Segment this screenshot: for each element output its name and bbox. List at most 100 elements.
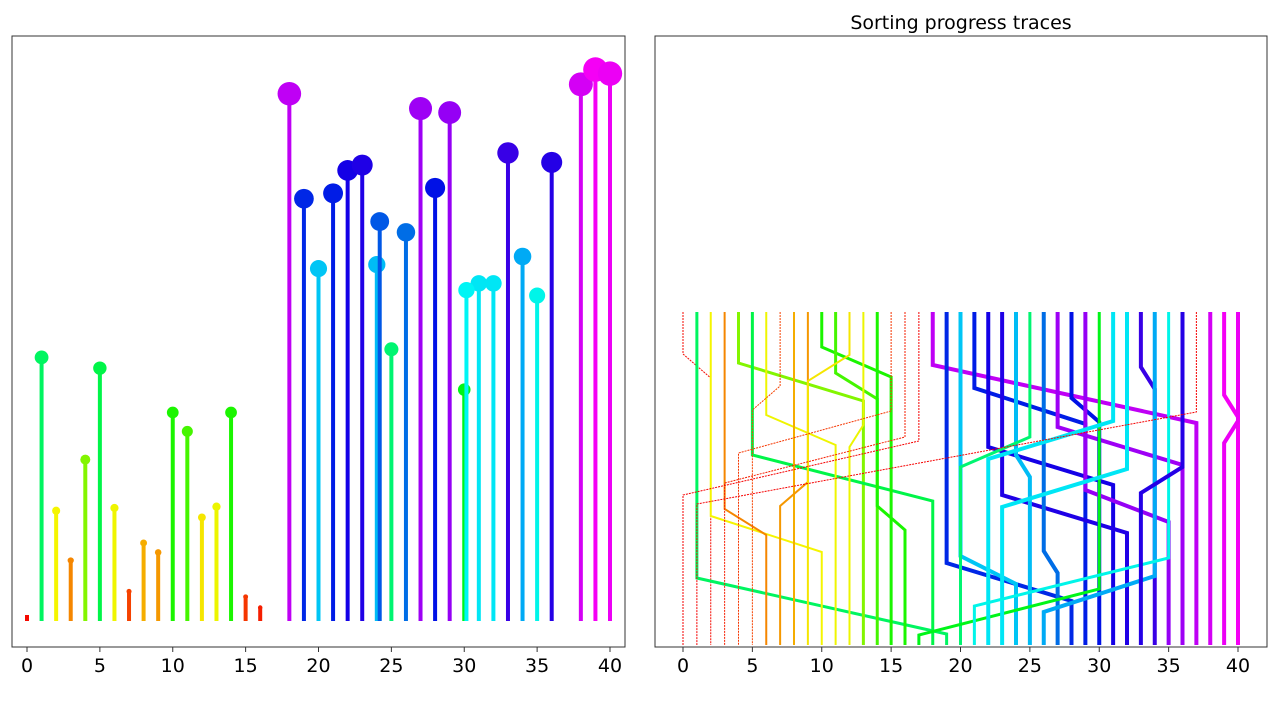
stem-marker bbox=[34, 350, 49, 365]
x-tick-label: 10 bbox=[810, 655, 834, 677]
x-tick-label: 5 bbox=[94, 655, 106, 677]
stem-marker bbox=[541, 151, 563, 173]
stem-38 bbox=[568, 72, 593, 621]
stem-33 bbox=[497, 142, 519, 621]
trace-40 bbox=[1222, 312, 1240, 645]
trace-13 bbox=[848, 312, 865, 645]
x-tick-label: 20 bbox=[306, 655, 330, 677]
stem-14 bbox=[225, 406, 237, 621]
stem-4 bbox=[80, 454, 91, 621]
stem-marker bbox=[370, 212, 390, 231]
stem-12 bbox=[197, 513, 206, 621]
stem-9 bbox=[154, 549, 162, 621]
stem-marker bbox=[384, 342, 399, 357]
stem-13 bbox=[212, 502, 221, 621]
x-tick-label: 0 bbox=[677, 655, 689, 677]
stem-6 bbox=[110, 503, 119, 621]
stem-30 bbox=[457, 383, 471, 621]
trace-5 bbox=[750, 312, 935, 645]
moving-stem-1 bbox=[458, 281, 475, 621]
stem-7 bbox=[126, 588, 132, 621]
trace-32 bbox=[1000, 312, 1129, 645]
stem-marker bbox=[154, 549, 162, 556]
trace-33 bbox=[1138, 312, 1157, 645]
stem-marker bbox=[309, 260, 328, 278]
stem-marker bbox=[497, 142, 519, 164]
stem-marker bbox=[351, 154, 373, 176]
trace-12 bbox=[806, 312, 851, 645]
trace-34 bbox=[1041, 312, 1157, 645]
trace-14 bbox=[875, 312, 907, 645]
stem-marker bbox=[597, 61, 623, 86]
stem-marker bbox=[425, 177, 446, 198]
trace-7 bbox=[751, 312, 781, 645]
x-tick-label: 40 bbox=[598, 655, 622, 677]
chart-title: Sorting progress traces bbox=[850, 12, 1071, 34]
stem-marker bbox=[243, 594, 249, 600]
stem-marker bbox=[368, 255, 386, 274]
trace-27 bbox=[1055, 312, 1185, 645]
trace-39 bbox=[1222, 312, 1240, 645]
stem-marker bbox=[166, 406, 179, 419]
stem-25 bbox=[384, 342, 399, 621]
trace-30 bbox=[917, 312, 1101, 645]
stem-36 bbox=[541, 151, 563, 621]
stem-29 bbox=[438, 101, 462, 621]
stem-23 bbox=[351, 154, 373, 621]
stem-31 bbox=[470, 275, 488, 621]
x-tick-label: 25 bbox=[379, 655, 403, 677]
stem-34 bbox=[513, 247, 532, 621]
stem-marker bbox=[52, 506, 61, 515]
trace-10 bbox=[820, 312, 893, 645]
moving-stem-0 bbox=[370, 212, 390, 621]
stem-11 bbox=[181, 425, 193, 621]
x-tick-label: 0 bbox=[21, 655, 33, 677]
trace-36 bbox=[1138, 312, 1185, 645]
trace-4 bbox=[737, 312, 865, 645]
trace-11 bbox=[834, 312, 879, 645]
trace-19 bbox=[944, 312, 1074, 645]
trace-29 bbox=[1083, 312, 1171, 645]
stem-marker bbox=[568, 72, 593, 97]
stem-marker bbox=[25, 615, 29, 621]
trace-31 bbox=[986, 312, 1116, 645]
trace-6 bbox=[765, 312, 837, 645]
trace-24 bbox=[1014, 312, 1032, 645]
stem-marker bbox=[67, 557, 74, 564]
stem-marker bbox=[257, 605, 263, 610]
stem-8 bbox=[140, 539, 148, 621]
stem-18 bbox=[277, 81, 302, 621]
stem-plot: 0 5 10 15 20 25 30 35 40 bbox=[11, 35, 626, 677]
stem-marker bbox=[409, 97, 433, 121]
stem-10 bbox=[166, 406, 179, 621]
stem-marker bbox=[277, 81, 302, 106]
trace-37 bbox=[696, 312, 1197, 645]
stem-15 bbox=[243, 594, 249, 621]
stem-marker bbox=[294, 188, 314, 209]
stem-35 bbox=[529, 287, 546, 621]
stem-39 bbox=[583, 57, 608, 621]
trace-15 bbox=[738, 312, 892, 645]
trace-35 bbox=[972, 312, 1171, 645]
stem-marker bbox=[110, 503, 119, 513]
stem-marker bbox=[80, 454, 91, 465]
stem-1 bbox=[34, 350, 49, 621]
stem-16 bbox=[257, 605, 263, 621]
trace-18 bbox=[930, 312, 1199, 645]
stem-20 bbox=[309, 260, 328, 621]
stem-40 bbox=[597, 61, 623, 621]
stem-marker bbox=[225, 406, 237, 419]
stem-5 bbox=[93, 361, 107, 621]
stem-24 bbox=[368, 255, 386, 621]
stem-marker bbox=[485, 275, 502, 292]
stem-0 bbox=[25, 615, 29, 621]
trace-23 bbox=[1000, 312, 1129, 645]
x-tick-label: 25 bbox=[1018, 655, 1042, 677]
x-tick-label: 30 bbox=[1087, 655, 1111, 677]
x-tick-label: 15 bbox=[234, 655, 258, 677]
stem-marker bbox=[181, 425, 193, 437]
stem-marker bbox=[212, 502, 221, 511]
stem-marker bbox=[470, 275, 488, 292]
x-tick-label: 35 bbox=[1157, 655, 1181, 677]
